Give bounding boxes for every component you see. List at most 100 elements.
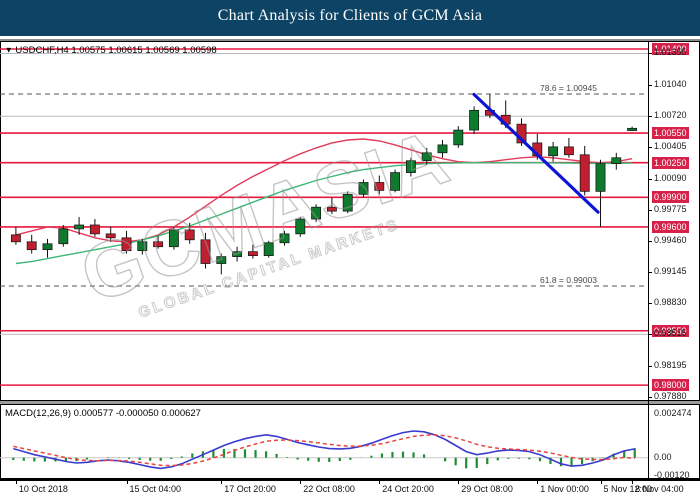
candlestick bbox=[469, 106, 480, 135]
time-axis-label: 1 Nov 00:00 bbox=[540, 484, 589, 494]
price-axis-label: 0.99145 bbox=[654, 265, 687, 276]
candlestick bbox=[548, 141, 559, 162]
candlestick bbox=[279, 230, 290, 246]
candle-body bbox=[563, 146, 574, 156]
candle-body bbox=[342, 193, 353, 212]
candlestick bbox=[405, 157, 416, 177]
candle-body bbox=[89, 224, 100, 235]
candle-body bbox=[121, 237, 132, 252]
candlestick bbox=[421, 147, 432, 165]
moving-average-line bbox=[15, 138, 633, 243]
candlestick bbox=[184, 223, 195, 244]
candlestick bbox=[10, 226, 21, 245]
price-level-badge: 0.99900 bbox=[652, 191, 689, 204]
price-axis-label: 0.98830 bbox=[654, 297, 687, 308]
candle-body bbox=[358, 182, 369, 195]
time-axis-label: 5 Nov 12:00 bbox=[603, 484, 653, 494]
candlestick bbox=[216, 253, 227, 275]
price-level-badge: 0.98550 bbox=[652, 324, 689, 337]
macd-signal-line bbox=[13, 434, 635, 467]
candle-body bbox=[437, 144, 448, 154]
price-axis-label: 0.98195 bbox=[654, 359, 687, 370]
panel-divider bbox=[0, 401, 700, 404]
time-axis-tick bbox=[300, 479, 302, 484]
candle-body bbox=[405, 160, 416, 173]
candle-body bbox=[326, 206, 337, 212]
price-axis-tick bbox=[649, 209, 652, 211]
price-axis-separator bbox=[648, 41, 649, 479]
time-axis-divider bbox=[0, 479, 700, 481]
candlestick bbox=[153, 234, 164, 249]
candle-body bbox=[469, 109, 480, 131]
title-bar: Chart Analysis for Clients of GCM Asia bbox=[0, 0, 700, 36]
price-axis-label: 0.99775 bbox=[654, 203, 687, 214]
price-axis-tick bbox=[649, 84, 652, 86]
candlestick bbox=[121, 230, 132, 254]
price-axis-label: 0.97880 bbox=[654, 391, 687, 401]
candlestick bbox=[137, 238, 148, 255]
candle-body bbox=[311, 206, 322, 220]
moving-average-line bbox=[15, 162, 633, 265]
candlestick bbox=[105, 226, 116, 242]
price-chart-panel[interactable] bbox=[0, 41, 700, 401]
price-level-badge: 1.00250 bbox=[652, 156, 689, 169]
price-level-badge: 1.01400 bbox=[652, 43, 689, 55]
candlestick bbox=[42, 238, 53, 258]
candle-body bbox=[263, 242, 274, 256]
macd-panel[interactable] bbox=[0, 404, 700, 479]
fibonacci-label: 61.8 = 0.99003 bbox=[540, 274, 597, 285]
candle-body bbox=[579, 154, 590, 192]
candle-body bbox=[421, 152, 432, 162]
candle-body bbox=[374, 182, 385, 191]
candlestick bbox=[437, 139, 448, 158]
time-axis-tick bbox=[221, 479, 223, 484]
time-axis-tick bbox=[379, 479, 381, 484]
candlestick bbox=[563, 137, 574, 158]
time-axis-tick bbox=[458, 479, 460, 484]
candle-body bbox=[200, 239, 211, 264]
time-axis-tick bbox=[537, 479, 539, 484]
price-axis-tick bbox=[649, 147, 652, 149]
time-axis-tick bbox=[126, 479, 128, 484]
macd-axis-label: 0.00 bbox=[654, 451, 672, 462]
page-title: Chart Analysis for Clients of GCM Asia bbox=[217, 7, 483, 24]
candle-body bbox=[627, 127, 638, 131]
candlestick bbox=[611, 152, 622, 170]
price-axis-tick bbox=[649, 397, 652, 398]
candle-body bbox=[216, 256, 227, 264]
time-axis-label: 22 Oct 08:00 bbox=[303, 484, 355, 494]
candle-body bbox=[232, 251, 243, 257]
candle-body bbox=[453, 129, 464, 146]
chevron-down-icon[interactable]: ▼ bbox=[4, 45, 13, 56]
candle-body bbox=[390, 172, 401, 191]
candlestick bbox=[627, 126, 638, 132]
candle-body bbox=[74, 224, 85, 230]
price-axis-label: 1.00405 bbox=[654, 141, 687, 152]
macd-main-line bbox=[13, 430, 635, 470]
candlestick bbox=[579, 145, 590, 196]
price-level-badge: 0.98000 bbox=[652, 379, 689, 392]
candlestick bbox=[200, 232, 211, 269]
candlestick bbox=[390, 169, 401, 193]
candle-body bbox=[548, 146, 559, 157]
price-axis-label: 1.00720 bbox=[654, 110, 687, 121]
candlestick bbox=[374, 175, 385, 195]
fibonacci-label: 78.6 = 1.00945 bbox=[540, 82, 597, 93]
candle-body bbox=[168, 229, 179, 248]
symbol-info-bar[interactable]: ▼ USDCHF,H4 1.00575 1.00615 1.00569 1.005… bbox=[4, 45, 217, 56]
price-level-badge: 1.00550 bbox=[652, 127, 689, 140]
macd-axis-label: 0.002474 bbox=[654, 408, 692, 418]
candlestick bbox=[595, 159, 606, 227]
candle-body bbox=[42, 243, 53, 251]
time-axis-label: 10 Oct 2018 bbox=[18, 484, 68, 494]
time-axis-tick bbox=[600, 479, 602, 484]
candle-body bbox=[58, 228, 69, 245]
time-axis-label: 8 Nov 04:00 bbox=[635, 484, 684, 494]
price-axis-label: 0.99460 bbox=[654, 234, 687, 245]
time-axis-tick bbox=[632, 479, 634, 484]
time-axis-label: 29 Oct 08:00 bbox=[461, 484, 513, 494]
candlestick bbox=[342, 191, 353, 214]
price-axis-tick bbox=[649, 303, 652, 305]
price-level-badge: 0.99600 bbox=[652, 220, 689, 233]
